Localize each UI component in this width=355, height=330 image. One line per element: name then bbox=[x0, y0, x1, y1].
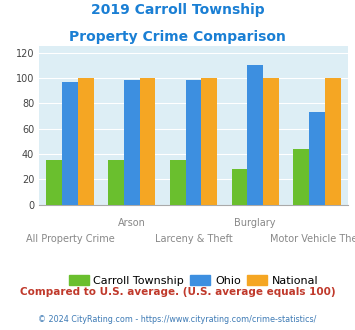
Bar bbox=[140, 78, 155, 205]
Text: All Property Crime: All Property Crime bbox=[26, 234, 114, 244]
Bar bbox=[186, 81, 201, 205]
Text: Larceny & Theft: Larceny & Theft bbox=[154, 234, 233, 244]
Bar bbox=[46, 160, 62, 205]
Text: 2019 Carroll Township: 2019 Carroll Township bbox=[91, 3, 264, 17]
Bar bbox=[263, 78, 279, 205]
Text: Property Crime Comparison: Property Crime Comparison bbox=[69, 30, 286, 44]
Bar bbox=[201, 78, 217, 205]
Bar bbox=[247, 65, 263, 205]
Bar bbox=[293, 149, 309, 205]
Bar bbox=[62, 82, 78, 205]
Bar bbox=[78, 78, 94, 205]
Text: © 2024 CityRating.com - https://www.cityrating.com/crime-statistics/: © 2024 CityRating.com - https://www.city… bbox=[38, 315, 317, 324]
Text: Burglary: Burglary bbox=[235, 218, 276, 228]
Text: Arson: Arson bbox=[118, 218, 146, 228]
Bar bbox=[108, 160, 124, 205]
Bar bbox=[124, 81, 140, 205]
Legend: Carroll Township, Ohio, National: Carroll Township, Ohio, National bbox=[64, 270, 323, 290]
Bar bbox=[170, 160, 186, 205]
Bar bbox=[309, 112, 325, 205]
Bar bbox=[325, 78, 341, 205]
Bar bbox=[231, 169, 247, 205]
Text: Motor Vehicle Theft: Motor Vehicle Theft bbox=[270, 234, 355, 244]
Text: Compared to U.S. average. (U.S. average equals 100): Compared to U.S. average. (U.S. average … bbox=[20, 287, 335, 297]
